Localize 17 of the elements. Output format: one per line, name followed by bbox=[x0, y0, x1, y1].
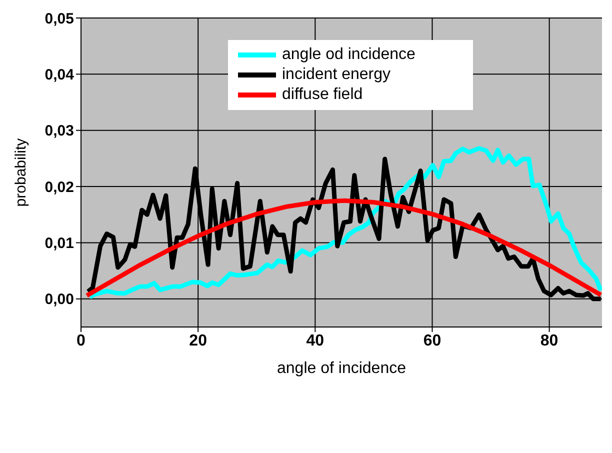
y-tick-label: 0,04 bbox=[44, 66, 75, 84]
x-tick-label: 80 bbox=[540, 332, 558, 350]
y-tick-label: 0,05 bbox=[44, 10, 74, 28]
legend-label: diffuse field bbox=[282, 86, 363, 104]
x-tick-label: 60 bbox=[423, 332, 442, 350]
y-tick-label: 0,02 bbox=[44, 178, 74, 196]
x-tick-label: 0 bbox=[76, 332, 86, 350]
y-tick-label: 0,01 bbox=[44, 235, 74, 252]
y-axis-title: probability bbox=[12, 138, 30, 207]
x-axis-title: angle of incidence bbox=[277, 360, 406, 377]
legend-label: angle od incidence bbox=[282, 46, 416, 64]
line-series bbox=[84, 198, 602, 298]
y-tick-label: 0,00 bbox=[44, 291, 74, 308]
x-tick-label: 40 bbox=[306, 332, 324, 350]
y-tick-label: 0,03 bbox=[44, 122, 74, 140]
x-tick-label: 20 bbox=[189, 332, 208, 350]
legend-label: incident energy bbox=[282, 66, 391, 84]
